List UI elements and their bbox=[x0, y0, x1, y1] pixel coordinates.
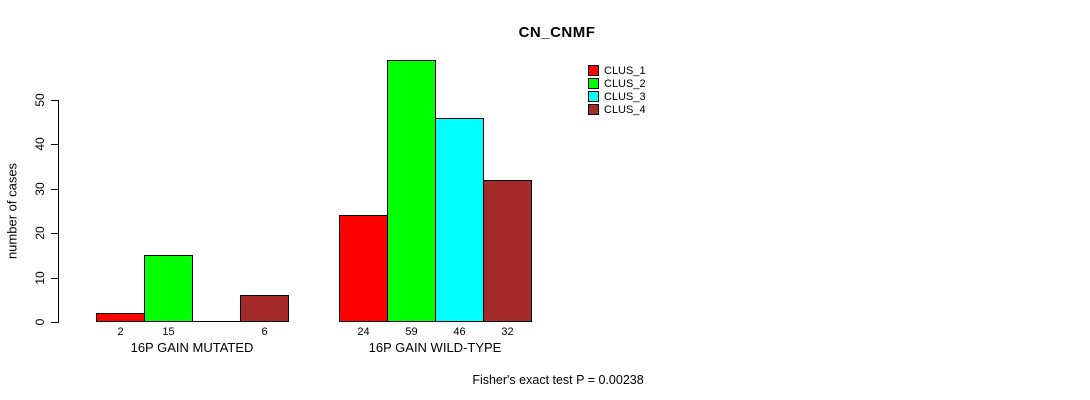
bar-clus-1-wild-type bbox=[339, 215, 388, 322]
legend-item-clus-4: CLUS_4 bbox=[588, 103, 646, 116]
y-axis-tick-label: 30 bbox=[33, 182, 47, 196]
y-axis-title: number of cases bbox=[4, 162, 20, 260]
legend: CLUS_1 CLUS_2 CLUS_3 CLUS_4 bbox=[588, 64, 646, 116]
bar-value-label: 2 bbox=[117, 326, 124, 338]
bar-clus-2-wild-type bbox=[387, 60, 436, 322]
legend-swatch-clus-1 bbox=[588, 65, 599, 76]
y-axis-tick bbox=[51, 188, 58, 190]
y-axis-tick-label: 20 bbox=[33, 226, 47, 240]
bar-clus-1-mutated bbox=[96, 313, 145, 322]
y-axis-tick bbox=[51, 144, 58, 146]
legend-swatch-clus-2 bbox=[588, 78, 599, 89]
y-axis-tick-label: 50 bbox=[33, 93, 47, 107]
y-axis-tick-label: 40 bbox=[33, 137, 47, 152]
legend-item-clus-1: CLUS_1 bbox=[588, 64, 646, 77]
legend-item-label: CLUS_2 bbox=[604, 77, 646, 90]
annotation-fisher-test: Fisher's exact test P = 0.00238 bbox=[472, 373, 644, 387]
legend-item-clus-2: CLUS_2 bbox=[588, 77, 646, 90]
bar-clus-2-mutated bbox=[144, 255, 193, 322]
y-axis-tick-label: 10 bbox=[33, 270, 47, 285]
legend-item-label: CLUS_1 bbox=[604, 64, 646, 77]
bar-clus-3-wild-type bbox=[435, 118, 484, 322]
bar-value-label: 15 bbox=[162, 326, 175, 338]
category-label-wild-type: 16P GAIN WILD-TYPE bbox=[368, 340, 502, 355]
y-axis-tick-label: 0 bbox=[33, 318, 47, 326]
legend-item-clus-3: CLUS_3 bbox=[588, 90, 646, 103]
legend-swatch-clus-3 bbox=[588, 91, 599, 102]
bar-value-label: 59 bbox=[405, 326, 418, 338]
y-axis-tick bbox=[51, 100, 58, 101]
bar-clus-4-wild-type bbox=[483, 180, 532, 322]
category-label-mutated: 16P GAIN MUTATED bbox=[130, 340, 254, 355]
legend-item-label: CLUS_3 bbox=[604, 90, 646, 103]
y-axis-tick bbox=[51, 277, 58, 279]
legend-item-label: CLUS_4 bbox=[604, 103, 646, 116]
bar-value-label: 24 bbox=[357, 326, 370, 338]
bar-clus-3-mutated-zero bbox=[192, 321, 241, 322]
legend-swatch-clus-4 bbox=[588, 104, 599, 115]
bar-clus-4-mutated bbox=[240, 295, 289, 322]
y-axis-tick bbox=[51, 233, 58, 235]
chart-title: CN_CNMF bbox=[518, 24, 596, 41]
y-axis-tick bbox=[51, 322, 58, 323]
bar-value-label: 46 bbox=[453, 326, 466, 338]
y-axis-line bbox=[58, 100, 59, 323]
bar-value-label: 6 bbox=[261, 326, 268, 338]
bar-value-label: 32 bbox=[501, 326, 514, 338]
